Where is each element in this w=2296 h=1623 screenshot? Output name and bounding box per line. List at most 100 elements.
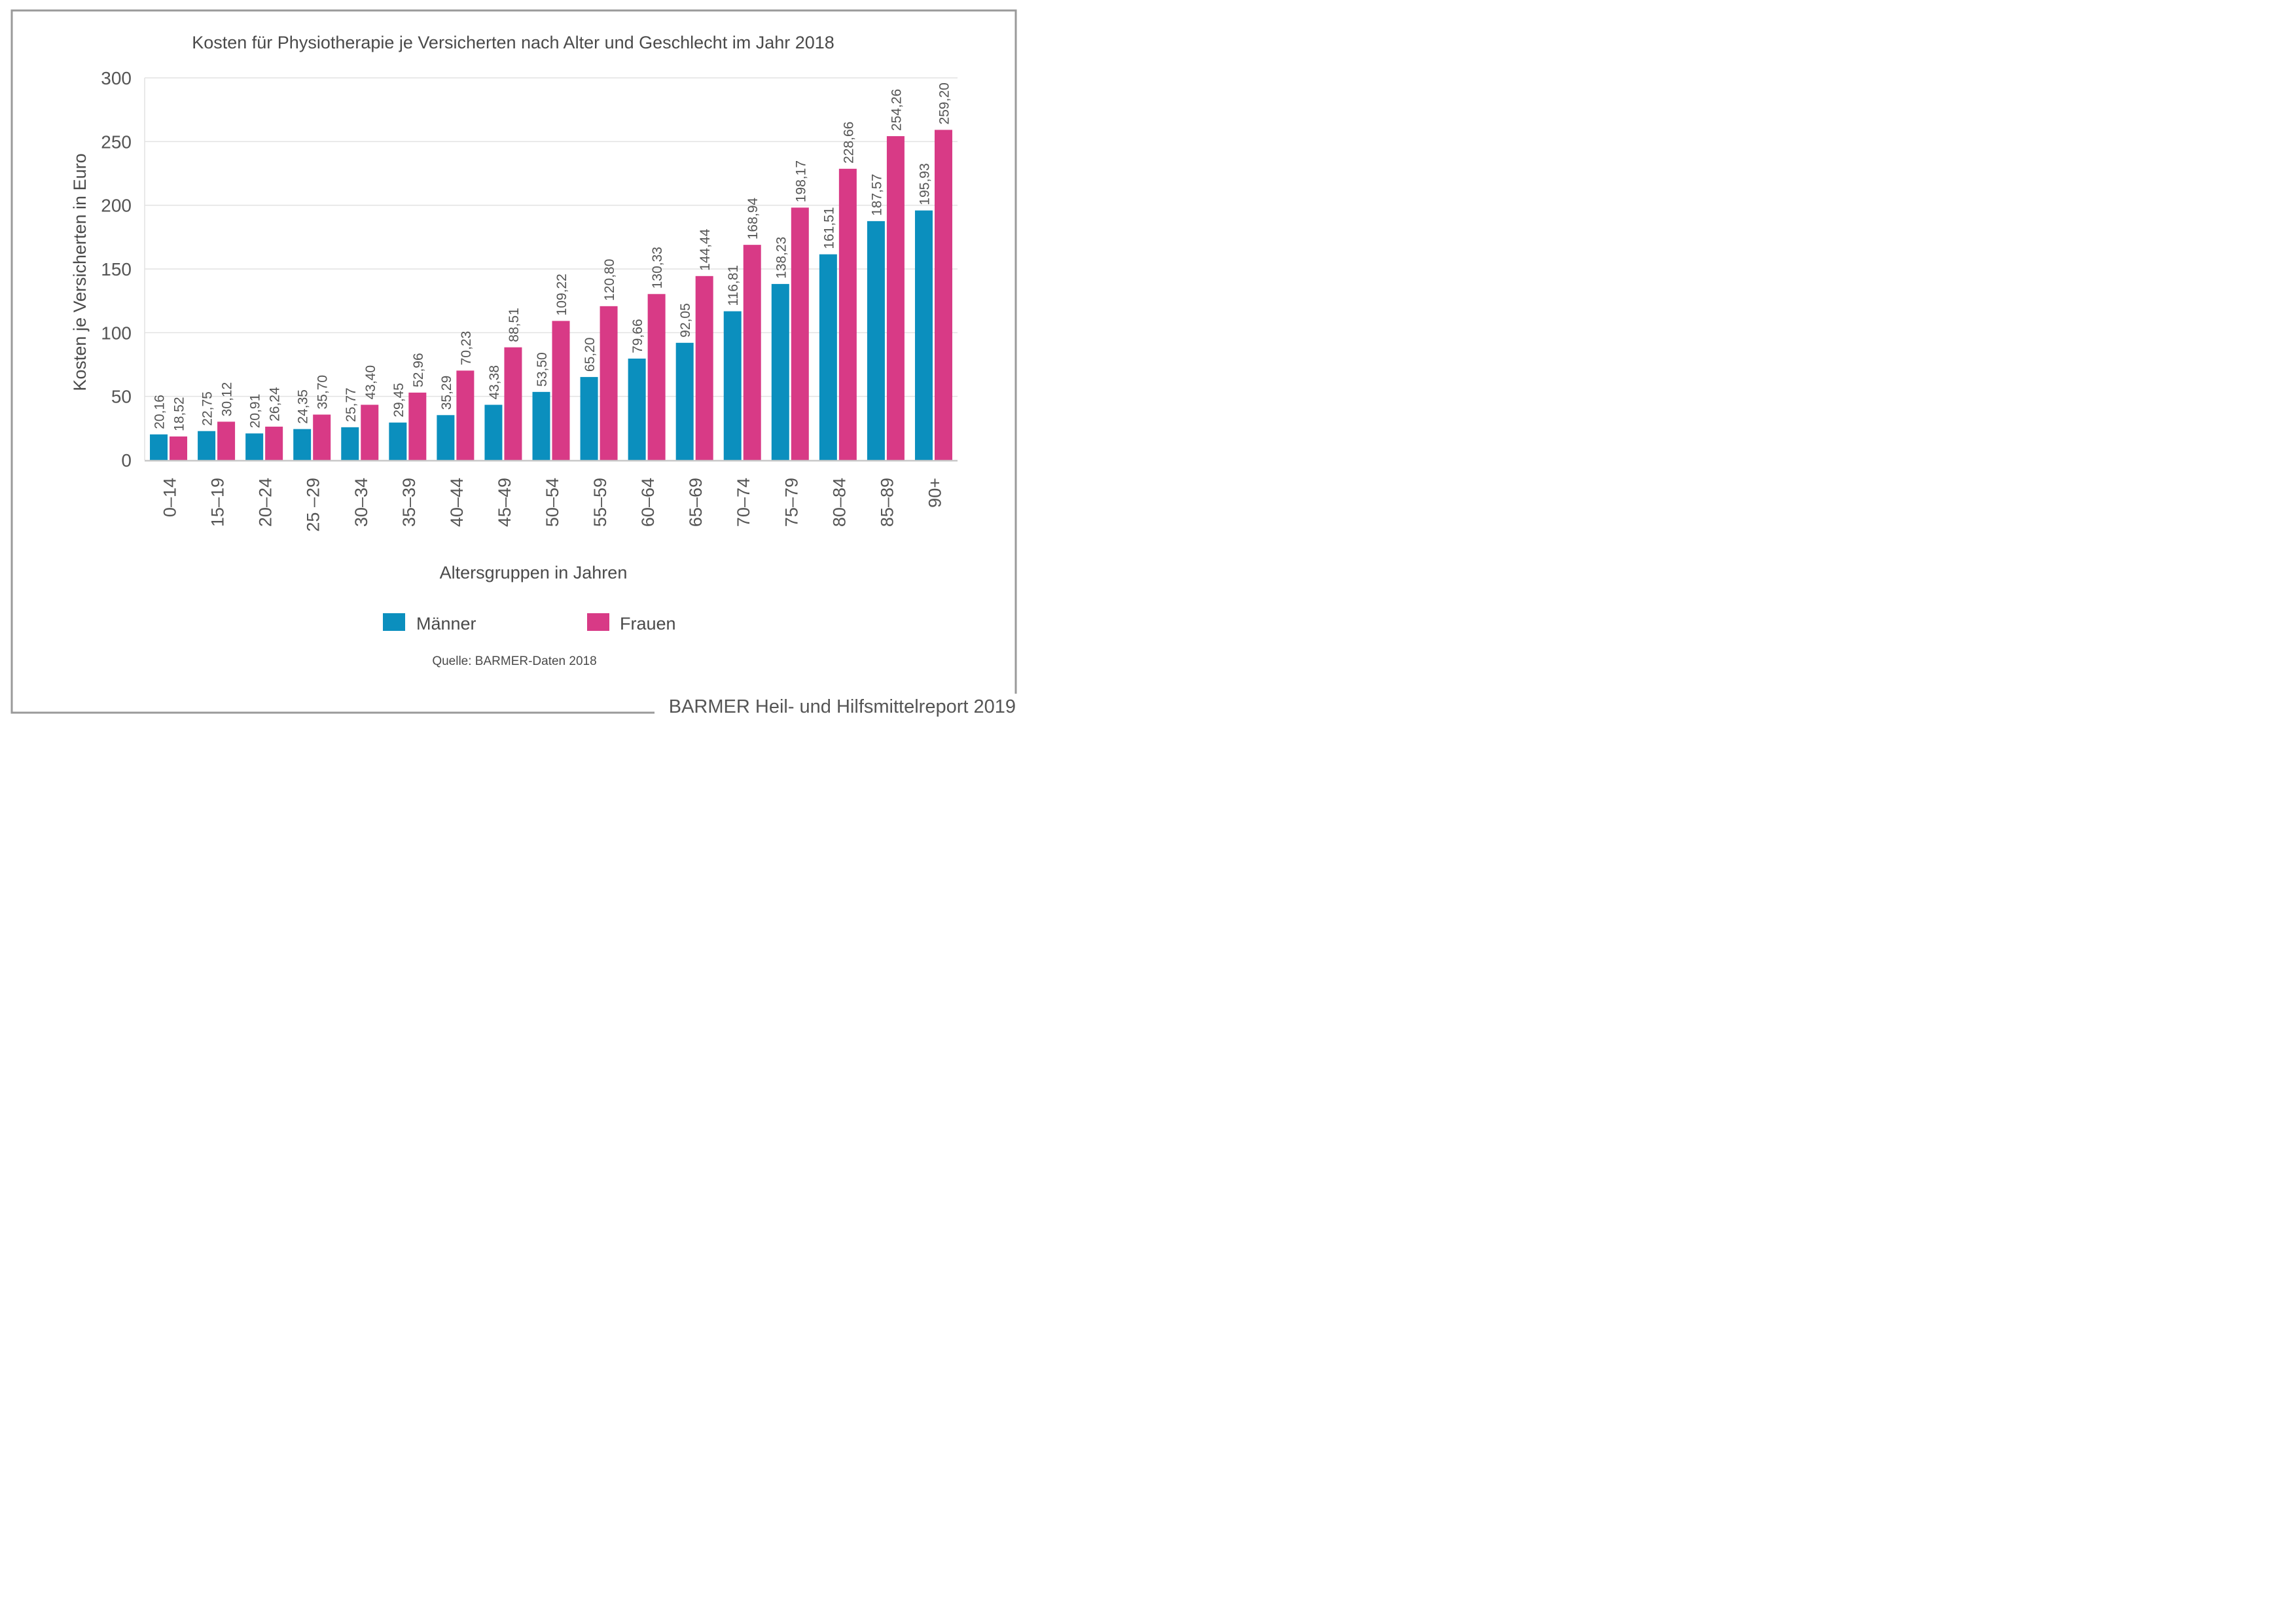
bar-maenner	[484, 404, 503, 460]
bar-maenner	[245, 433, 264, 460]
legend-swatch-maenner	[383, 613, 405, 631]
bar-value-label: 26,24	[268, 387, 283, 421]
bar-value-label: 65,20	[583, 338, 598, 372]
bar-value-label: 168,94	[745, 198, 761, 240]
bar-value-label: 22,75	[200, 391, 215, 426]
bar-maenner	[628, 358, 646, 460]
bar-value-label: 92,05	[678, 303, 693, 338]
frame-border	[10, 9, 1017, 714]
bar-frauen	[313, 414, 331, 460]
bar-value-label: 198,17	[793, 160, 808, 202]
x-tick-label: 25 –29	[304, 478, 323, 532]
x-tick-label: 90+	[925, 478, 944, 508]
x-tick-label: 60–64	[638, 478, 658, 527]
bar-frauen	[408, 392, 427, 460]
y-tick-label: 0	[121, 450, 132, 471]
bar-value-label: 109,22	[554, 274, 569, 315]
bar-value-label: 43,38	[487, 365, 502, 400]
bar-frauen	[838, 168, 857, 460]
x-tick-label: 15–19	[208, 478, 228, 527]
bar-value-label: 120,80	[602, 259, 617, 301]
bar-value-label: 18,52	[172, 397, 187, 431]
y-axis-title: Kosten je Versicherten in Euro	[70, 153, 90, 391]
bar-maenner	[675, 342, 694, 460]
bar-value-label: 20,16	[152, 395, 168, 429]
bar-value-label: 138,23	[774, 237, 789, 279]
bar-value-label: 35,70	[315, 375, 331, 410]
bar-value-label: 254,26	[889, 89, 904, 131]
x-axis-title: Altersgruppen in Jahren	[440, 563, 628, 582]
report-footer: BARMER Heil- und Hilfsmittelreport 2019	[664, 696, 1016, 718]
bar-value-label: 30,12	[220, 382, 235, 417]
bar-value-label: 161,51	[821, 207, 836, 249]
x-tick-label: 55–59	[590, 478, 610, 527]
bar-frauen	[695, 276, 713, 460]
bar-frauen	[456, 370, 475, 460]
bar-maenner	[293, 429, 312, 460]
bar-value-label: 187,57	[869, 174, 884, 216]
y-tick-label: 300	[101, 68, 132, 88]
bar-value-label: 20,91	[248, 394, 263, 429]
x-tick-label: 80–84	[829, 478, 849, 527]
bar-maenner	[867, 221, 885, 460]
bar-maenner	[437, 415, 455, 460]
bar-frauen	[600, 306, 618, 460]
bar-frauen	[265, 426, 283, 460]
legend-label-frauen: Frauen	[620, 614, 676, 633]
bar-maenner	[532, 391, 550, 460]
bar-maenner	[914, 210, 933, 460]
x-tick-label: 30–34	[351, 478, 371, 527]
bar-maenner	[723, 311, 742, 460]
bar-frauen	[743, 245, 761, 460]
y-tick-label: 150	[101, 259, 132, 279]
bar-maenner	[819, 254, 837, 460]
bar-maenner	[389, 422, 407, 460]
bar-value-label: 35,29	[439, 376, 454, 410]
bar-frauen	[170, 436, 188, 460]
source-note: Quelle: BARMER-Daten 2018	[432, 654, 596, 668]
bar-frauen	[217, 421, 236, 460]
bar-value-label: 259,20	[937, 82, 952, 124]
x-tick-label: 75–79	[781, 478, 801, 527]
bar-frauen	[504, 347, 522, 460]
bar-frauen	[361, 404, 379, 460]
bar-maenner	[341, 427, 359, 460]
bar-frauen	[886, 136, 905, 460]
bar-value-label: 228,66	[841, 122, 856, 164]
x-tick-label: 45–49	[495, 478, 514, 527]
bar-maenner	[198, 431, 216, 460]
y-tick-label: 250	[101, 132, 132, 152]
legend-label-maenner: Männer	[416, 614, 476, 633]
x-tick-label: 85–89	[877, 478, 897, 527]
bar-value-label: 70,23	[459, 331, 474, 366]
bar-value-label: 88,51	[507, 308, 522, 342]
y-tick-label: 100	[101, 323, 132, 343]
bar-chart: Kosten für Physiotherapie je Versicherte…	[70, 33, 958, 668]
bar-value-label: 43,40	[363, 365, 378, 400]
bar-frauen	[647, 294, 666, 460]
x-tick-label: 0–14	[160, 478, 180, 517]
y-tick-label: 50	[111, 387, 132, 407]
bar-value-label: 79,66	[630, 319, 645, 353]
bar-value-label: 144,44	[698, 228, 713, 271]
bar-value-label: 195,93	[917, 163, 932, 205]
bar-maenner	[150, 434, 168, 460]
x-tick-label: 35–39	[399, 478, 419, 527]
bar-value-label: 24,35	[296, 389, 311, 424]
bar-value-label: 52,96	[411, 353, 426, 387]
bar-frauen	[934, 130, 952, 460]
bar-value-label: 29,45	[391, 383, 406, 418]
x-tick-label: 20–24	[256, 478, 276, 527]
bar-value-label: 25,77	[344, 387, 359, 422]
legend-swatch-frauen	[587, 613, 609, 631]
report-frame	[10, 9, 1017, 714]
bar-frauen	[791, 207, 809, 460]
chart-title: Kosten für Physiotherapie je Versicherte…	[192, 33, 834, 52]
bar-frauen	[552, 321, 570, 460]
bar-value-label: 53,50	[535, 352, 550, 387]
x-tick-label: 70–74	[734, 478, 753, 527]
bar-value-label: 130,33	[650, 247, 665, 289]
x-tick-label: 40–44	[447, 478, 467, 527]
bar-maenner	[771, 283, 789, 460]
y-tick-label: 200	[101, 196, 132, 216]
